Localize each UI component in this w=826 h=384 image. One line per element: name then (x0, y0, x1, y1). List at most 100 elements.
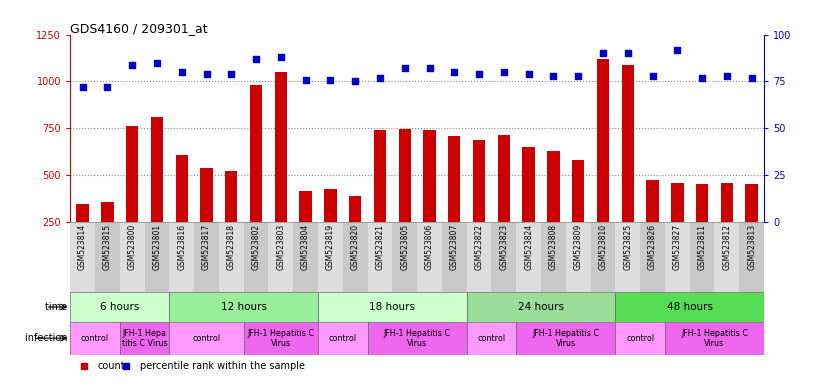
Text: GSM523809: GSM523809 (574, 224, 582, 270)
Point (572, 73, 585, 79)
Point (547, 73, 560, 79)
Bar (145, 222, 169, 292)
Text: GSM523811: GSM523811 (698, 224, 706, 270)
Bar (665, 322, 764, 355)
Bar (343, 222, 368, 292)
Bar (169, 222, 194, 292)
Point (373, 74, 387, 81)
Text: GSM523824: GSM523824 (525, 224, 533, 270)
Bar (70, 222, 95, 292)
Bar (368, 322, 467, 355)
Text: GSM523804: GSM523804 (301, 224, 310, 270)
Bar (591, 222, 615, 292)
Bar (368, 222, 392, 292)
Point (621, 50, 634, 56)
Bar (244, 322, 318, 355)
Text: GSM523822: GSM523822 (475, 224, 483, 270)
Bar (176, 154, 188, 269)
Bar (349, 196, 362, 269)
Bar (70, 292, 169, 322)
Point (695, 74, 709, 81)
Bar (70, 322, 120, 355)
Bar (671, 183, 684, 269)
Point (150, 60, 164, 66)
Text: GSM523808: GSM523808 (549, 224, 558, 270)
Text: control: control (477, 334, 506, 343)
Bar (566, 222, 591, 292)
Point (249, 56, 263, 62)
Bar (399, 129, 411, 269)
Point (126, 61, 139, 68)
Bar (250, 85, 263, 269)
Point (596, 50, 610, 56)
Bar (548, 151, 560, 269)
Point (101, 84, 114, 90)
Point (423, 65, 436, 71)
Text: GSM523823: GSM523823 (500, 224, 508, 270)
Text: GSM523800: GSM523800 (128, 224, 136, 270)
Bar (318, 322, 368, 355)
Bar (392, 222, 417, 292)
Bar (467, 222, 491, 292)
Point (671, 46, 684, 53)
Bar (95, 222, 120, 292)
Text: GSM523802: GSM523802 (252, 224, 260, 270)
Text: 24 hours: 24 hours (518, 302, 564, 312)
Point (76, 84, 89, 90)
Bar (615, 322, 665, 355)
Bar (497, 135, 510, 269)
Bar (541, 222, 566, 292)
Text: control: control (626, 334, 654, 343)
Text: GSM523820: GSM523820 (351, 224, 359, 270)
Text: control: control (329, 334, 357, 343)
Bar (696, 184, 709, 269)
Bar (374, 130, 387, 269)
Text: percentile rank within the sample: percentile rank within the sample (140, 361, 305, 371)
Bar (597, 59, 610, 269)
Bar (76, 204, 89, 269)
Text: 6 hours: 6 hours (100, 302, 140, 312)
Bar (739, 222, 764, 292)
Text: GSM523816: GSM523816 (178, 224, 186, 270)
Bar (268, 222, 293, 292)
Text: GSM523801: GSM523801 (153, 224, 161, 270)
Bar (201, 168, 213, 269)
Point (324, 76, 337, 83)
Text: time: time (45, 302, 70, 312)
Text: JFH-1 Hepatitis C
Virus: JFH-1 Hepatitis C Virus (383, 329, 451, 348)
Text: 12 hours: 12 hours (221, 302, 267, 312)
Text: JFH-1 Hepatitis C
Virus: JFH-1 Hepatitis C Virus (681, 329, 748, 348)
Point (522, 71, 535, 77)
Bar (169, 322, 244, 355)
Text: GSM523814: GSM523814 (78, 224, 87, 270)
Bar (449, 136, 461, 269)
Text: GSM523827: GSM523827 (673, 224, 681, 270)
Bar (194, 222, 219, 292)
Text: GSM523810: GSM523810 (599, 224, 607, 270)
Point (448, 69, 461, 75)
Bar (746, 184, 758, 269)
Bar (690, 222, 714, 292)
Point (225, 71, 238, 77)
Bar (120, 322, 169, 355)
Bar (126, 126, 139, 269)
Bar (516, 222, 541, 292)
Text: GSM523813: GSM523813 (748, 224, 756, 270)
Bar (572, 160, 585, 269)
Text: infection: infection (25, 333, 70, 343)
Bar (473, 139, 486, 269)
Bar (615, 292, 764, 322)
Bar (622, 65, 634, 269)
Text: GSM523819: GSM523819 (326, 224, 335, 270)
Bar (640, 222, 665, 292)
Point (175, 69, 188, 75)
Bar (516, 322, 615, 355)
Bar (300, 191, 312, 269)
Text: GSM523803: GSM523803 (277, 224, 285, 270)
Point (299, 76, 312, 83)
Bar (417, 222, 442, 292)
Bar (219, 222, 244, 292)
Point (349, 78, 362, 84)
Bar (244, 222, 268, 292)
Bar (275, 72, 287, 269)
